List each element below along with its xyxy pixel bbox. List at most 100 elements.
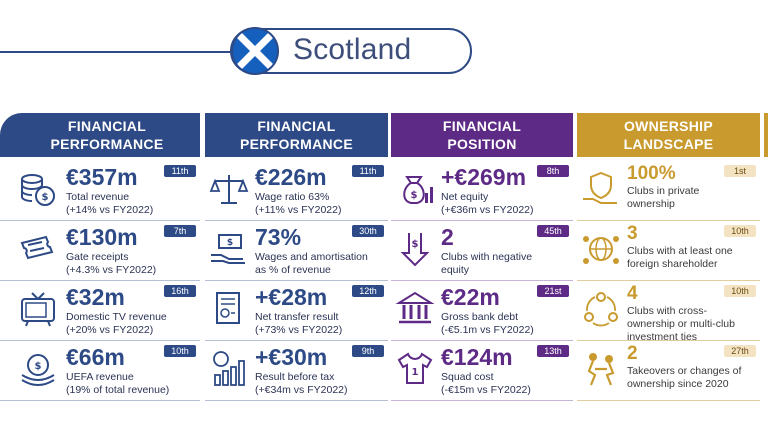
money-bag-icon: $ bbox=[403, 176, 433, 204]
heading-line: POSITION bbox=[447, 136, 517, 152]
heading-line: FINANCIAL bbox=[67, 118, 147, 134]
stat-row: +€30m 9th Result before tax (+€34m vs FY… bbox=[205, 341, 388, 401]
stat-row: 2 27th Takeovers or changes of ownership… bbox=[577, 341, 760, 401]
rank-badge: 10th bbox=[724, 225, 756, 237]
tax-chart-icon bbox=[213, 351, 245, 386]
svg-text:$: $ bbox=[35, 361, 42, 372]
stat-value: €226m bbox=[255, 164, 327, 190]
stat-value: 73% bbox=[255, 224, 302, 250]
column-financial-performance-2: FINANCIAL PERFORMANCE €226m 11th Wage ra… bbox=[205, 113, 388, 413]
heading-line: OWNERSHIP bbox=[623, 118, 714, 134]
coins-icon: $ bbox=[21, 174, 55, 206]
row-divider bbox=[205, 400, 388, 401]
desc-line: (+4.3% vs FY2022) bbox=[66, 264, 157, 276]
column-financial-performance-1: FINANCIAL PERFORMANCE $ €357m 11th Total… bbox=[0, 113, 200, 413]
desc-line: foreign shareholder bbox=[627, 258, 718, 270]
heading-line: FINANCIAL bbox=[257, 118, 336, 134]
desc-line: (+20% vs FY2022) bbox=[66, 324, 154, 336]
svg-text:1: 1 bbox=[412, 367, 419, 378]
svg-text:$: $ bbox=[42, 192, 49, 203]
header-rule bbox=[0, 51, 232, 53]
stat-row: 100% 1st Clubs in private ownership bbox=[577, 161, 760, 221]
stat-row: €32m 16th Domestic TV revenue (+20% vs F… bbox=[0, 281, 200, 341]
rank-badge: 16th bbox=[164, 285, 196, 297]
stat-row: €22m 21st Gross bank debt (-€5.1m vs FY2… bbox=[391, 281, 573, 341]
desc-line: Clubs with negative bbox=[441, 251, 533, 263]
desc-line: ownership since 2020 bbox=[627, 378, 729, 390]
rank-badge: 10th bbox=[724, 285, 756, 297]
hand-money-icon: $ bbox=[211, 234, 245, 264]
rank-badge: 11th bbox=[164, 165, 196, 177]
stat-value: €22m bbox=[441, 284, 500, 310]
row-divider bbox=[0, 340, 200, 341]
row-divider bbox=[205, 280, 388, 281]
desc-line: ownership or multi-club bbox=[627, 318, 735, 330]
row-divider bbox=[391, 340, 573, 341]
stat-value: 3 bbox=[627, 223, 638, 244]
column-heading: FINANCIAL POSITION bbox=[391, 113, 573, 157]
stat-row: $ 2 45th Clubs with negative equity bbox=[391, 221, 573, 281]
stat-value: 4 bbox=[627, 283, 638, 304]
rank-badge: 10th bbox=[164, 345, 196, 357]
desc-line: Takeovers or changes of bbox=[627, 365, 742, 377]
stat-description: Gate receipts (+4.3% vs FY2022) bbox=[66, 251, 156, 277]
stat-description: Wages and amortisation as % of revenue bbox=[255, 251, 368, 277]
desc-line: (-€5.1m vs FY2022) bbox=[441, 324, 534, 336]
svg-text:$: $ bbox=[227, 238, 233, 248]
row-divider bbox=[577, 220, 760, 221]
desc-line: Gate receipts bbox=[66, 251, 129, 263]
handshake-icon bbox=[587, 353, 615, 386]
row-divider bbox=[0, 400, 200, 401]
desc-line: (+14% vs FY2022) bbox=[66, 204, 154, 216]
ticket-icon bbox=[20, 235, 54, 260]
stat-row: €130m 7th Gate receipts (+4.3% vs FY2022… bbox=[0, 221, 200, 281]
desc-line: Squad cost bbox=[441, 371, 494, 383]
stat-description: Wage ratio 63% (+11% vs FY2022) bbox=[255, 191, 341, 217]
stat-description: Gross bank debt (-€5.1m vs FY2022) bbox=[441, 311, 534, 337]
desc-line: Net equity bbox=[441, 191, 489, 203]
stat-value: €357m bbox=[66, 164, 138, 190]
desc-line: Wage ratio 63% bbox=[255, 191, 330, 203]
desc-line: (-€15m vs FY2022) bbox=[441, 384, 531, 396]
stat-description: Clubs in private ownership bbox=[627, 185, 699, 211]
stat-value: 100% bbox=[627, 163, 676, 184]
shield-hand-icon bbox=[583, 171, 617, 204]
heading-line: FINANCIAL bbox=[442, 118, 522, 134]
rank-badge: 12th bbox=[352, 285, 384, 297]
rank-badge: 11th bbox=[352, 165, 384, 177]
desc-line: (+€36m vs FY2022) bbox=[441, 204, 534, 216]
globe-people-icon bbox=[583, 236, 619, 264]
stat-value: €130m bbox=[66, 224, 138, 250]
rank-badge: 27th bbox=[724, 345, 756, 357]
row-divider bbox=[0, 280, 200, 281]
desc-line: (19% of total revenue) bbox=[66, 384, 170, 396]
stat-value: €32m bbox=[66, 284, 125, 310]
desc-line: Total revenue bbox=[66, 191, 130, 203]
rank-badge: 8th bbox=[537, 165, 569, 177]
desc-line: Wages and amortisation bbox=[255, 251, 368, 263]
network-people-icon bbox=[584, 292, 618, 327]
stat-row: $ €66m 10th UEFA revenue (19% of total r… bbox=[0, 341, 200, 401]
column-heading: OWNERSHIP LANDSCAPE bbox=[577, 113, 760, 157]
rank-badge: 13th bbox=[537, 345, 569, 357]
page-title: Scotland bbox=[293, 33, 412, 66]
rank-badge: 30th bbox=[352, 225, 384, 237]
scales-icon bbox=[209, 175, 249, 204]
stat-row: $ 73% 30th Wages and amortisation as % o… bbox=[205, 221, 388, 281]
desc-line: (+€34m vs FY2022) bbox=[255, 384, 348, 396]
desc-line: UEFA revenue bbox=[66, 371, 134, 383]
stat-row: $ €357m 11th Total revenue (+14% vs FY20… bbox=[0, 161, 200, 221]
document-icon bbox=[216, 292, 240, 324]
row-divider bbox=[577, 400, 760, 401]
tv-icon bbox=[21, 292, 55, 327]
desc-line: ownership bbox=[627, 198, 675, 210]
desc-line: Clubs with cross- bbox=[627, 305, 707, 317]
stat-row: 4 10th Clubs with cross- ownership or mu… bbox=[577, 281, 760, 344]
stat-description: Clubs with cross- ownership or multi-clu… bbox=[627, 305, 735, 344]
stat-value: €124m bbox=[441, 344, 513, 370]
stat-row: 3 10th Clubs with at least one foreign s… bbox=[577, 221, 760, 281]
row-divider bbox=[205, 340, 388, 341]
desc-line: Clubs with at least one bbox=[627, 245, 733, 257]
stat-value: +€269m bbox=[441, 164, 527, 190]
stat-description: Net transfer result (+73% vs FY2022) bbox=[255, 311, 342, 337]
